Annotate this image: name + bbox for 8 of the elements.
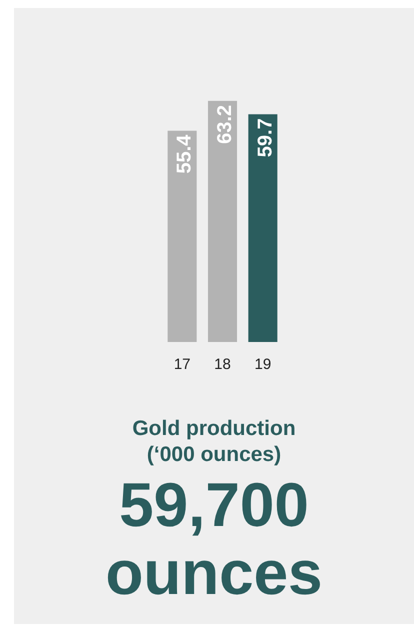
- text: 59,700 ounces: [104, 471, 324, 608]
- x-tick-label: 19: [254, 356, 272, 374]
- data-label: 63.2: [214, 104, 236, 144]
- data-label: 59.7: [254, 118, 276, 158]
- text: Gold production (‘000 ounces): [131, 416, 297, 468]
- data-label: 55.4: [174, 134, 196, 174]
- x-tick-label: 18: [214, 356, 231, 374]
- x-tick-label: 17: [174, 356, 191, 374]
